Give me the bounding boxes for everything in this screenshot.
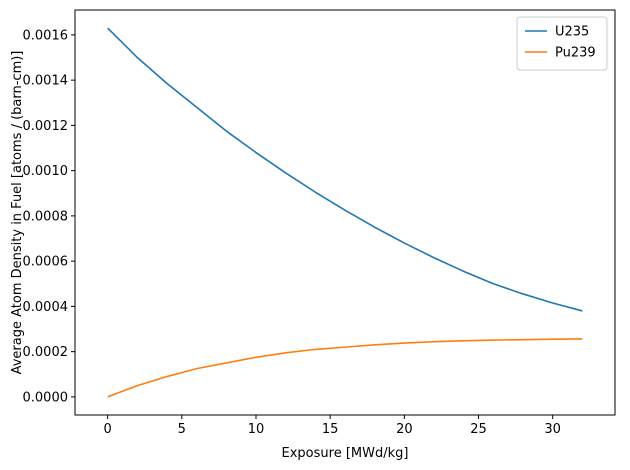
x-tick-label: 15: [322, 422, 339, 437]
y-tick-label: 0.0014: [23, 74, 69, 89]
x-tick-label: 10: [248, 422, 265, 437]
x-axis-ticks: 0 5 10 15 20 25 30: [103, 415, 561, 437]
legend: U235 Pu239: [516, 16, 608, 71]
x-tick-label: 20: [396, 422, 413, 437]
series-line-u235: [107, 27, 583, 312]
y-axis-label: Average Atom Density in Fuel [atoms / (b…: [10, 51, 25, 375]
y-tick-label: 0.0012: [23, 119, 69, 134]
plot-lines: [107, 27, 583, 398]
y-tick-label: 0.0010: [23, 164, 69, 179]
x-tick-label: 5: [178, 422, 186, 437]
x-tick-label: 0: [103, 422, 111, 437]
y-tick-label: 0.0004: [23, 300, 69, 315]
y-tick-label: 0.0000: [23, 390, 69, 405]
y-tick-label: 0.0002: [23, 345, 69, 360]
y-tick-label: 0.0006: [23, 255, 69, 270]
x-axis-label: Exposure [MWd/kg]: [282, 446, 409, 461]
y-tick-label: 0.0008: [23, 209, 69, 224]
x-tick-label: 30: [544, 422, 561, 437]
x-tick-label: 25: [470, 422, 487, 437]
series-line-pu239: [107, 338, 583, 398]
legend-label-pu239: Pu239: [555, 46, 596, 61]
y-tick-label: 0.0016: [23, 28, 69, 43]
axes-frame: [74, 9, 616, 416]
y-axis-ticks: 0.0000 0.0002 0.0004 0.0006 0.0008 0.0010 0.00…: [23, 28, 75, 405]
legend-label-u235: U235: [555, 25, 589, 40]
